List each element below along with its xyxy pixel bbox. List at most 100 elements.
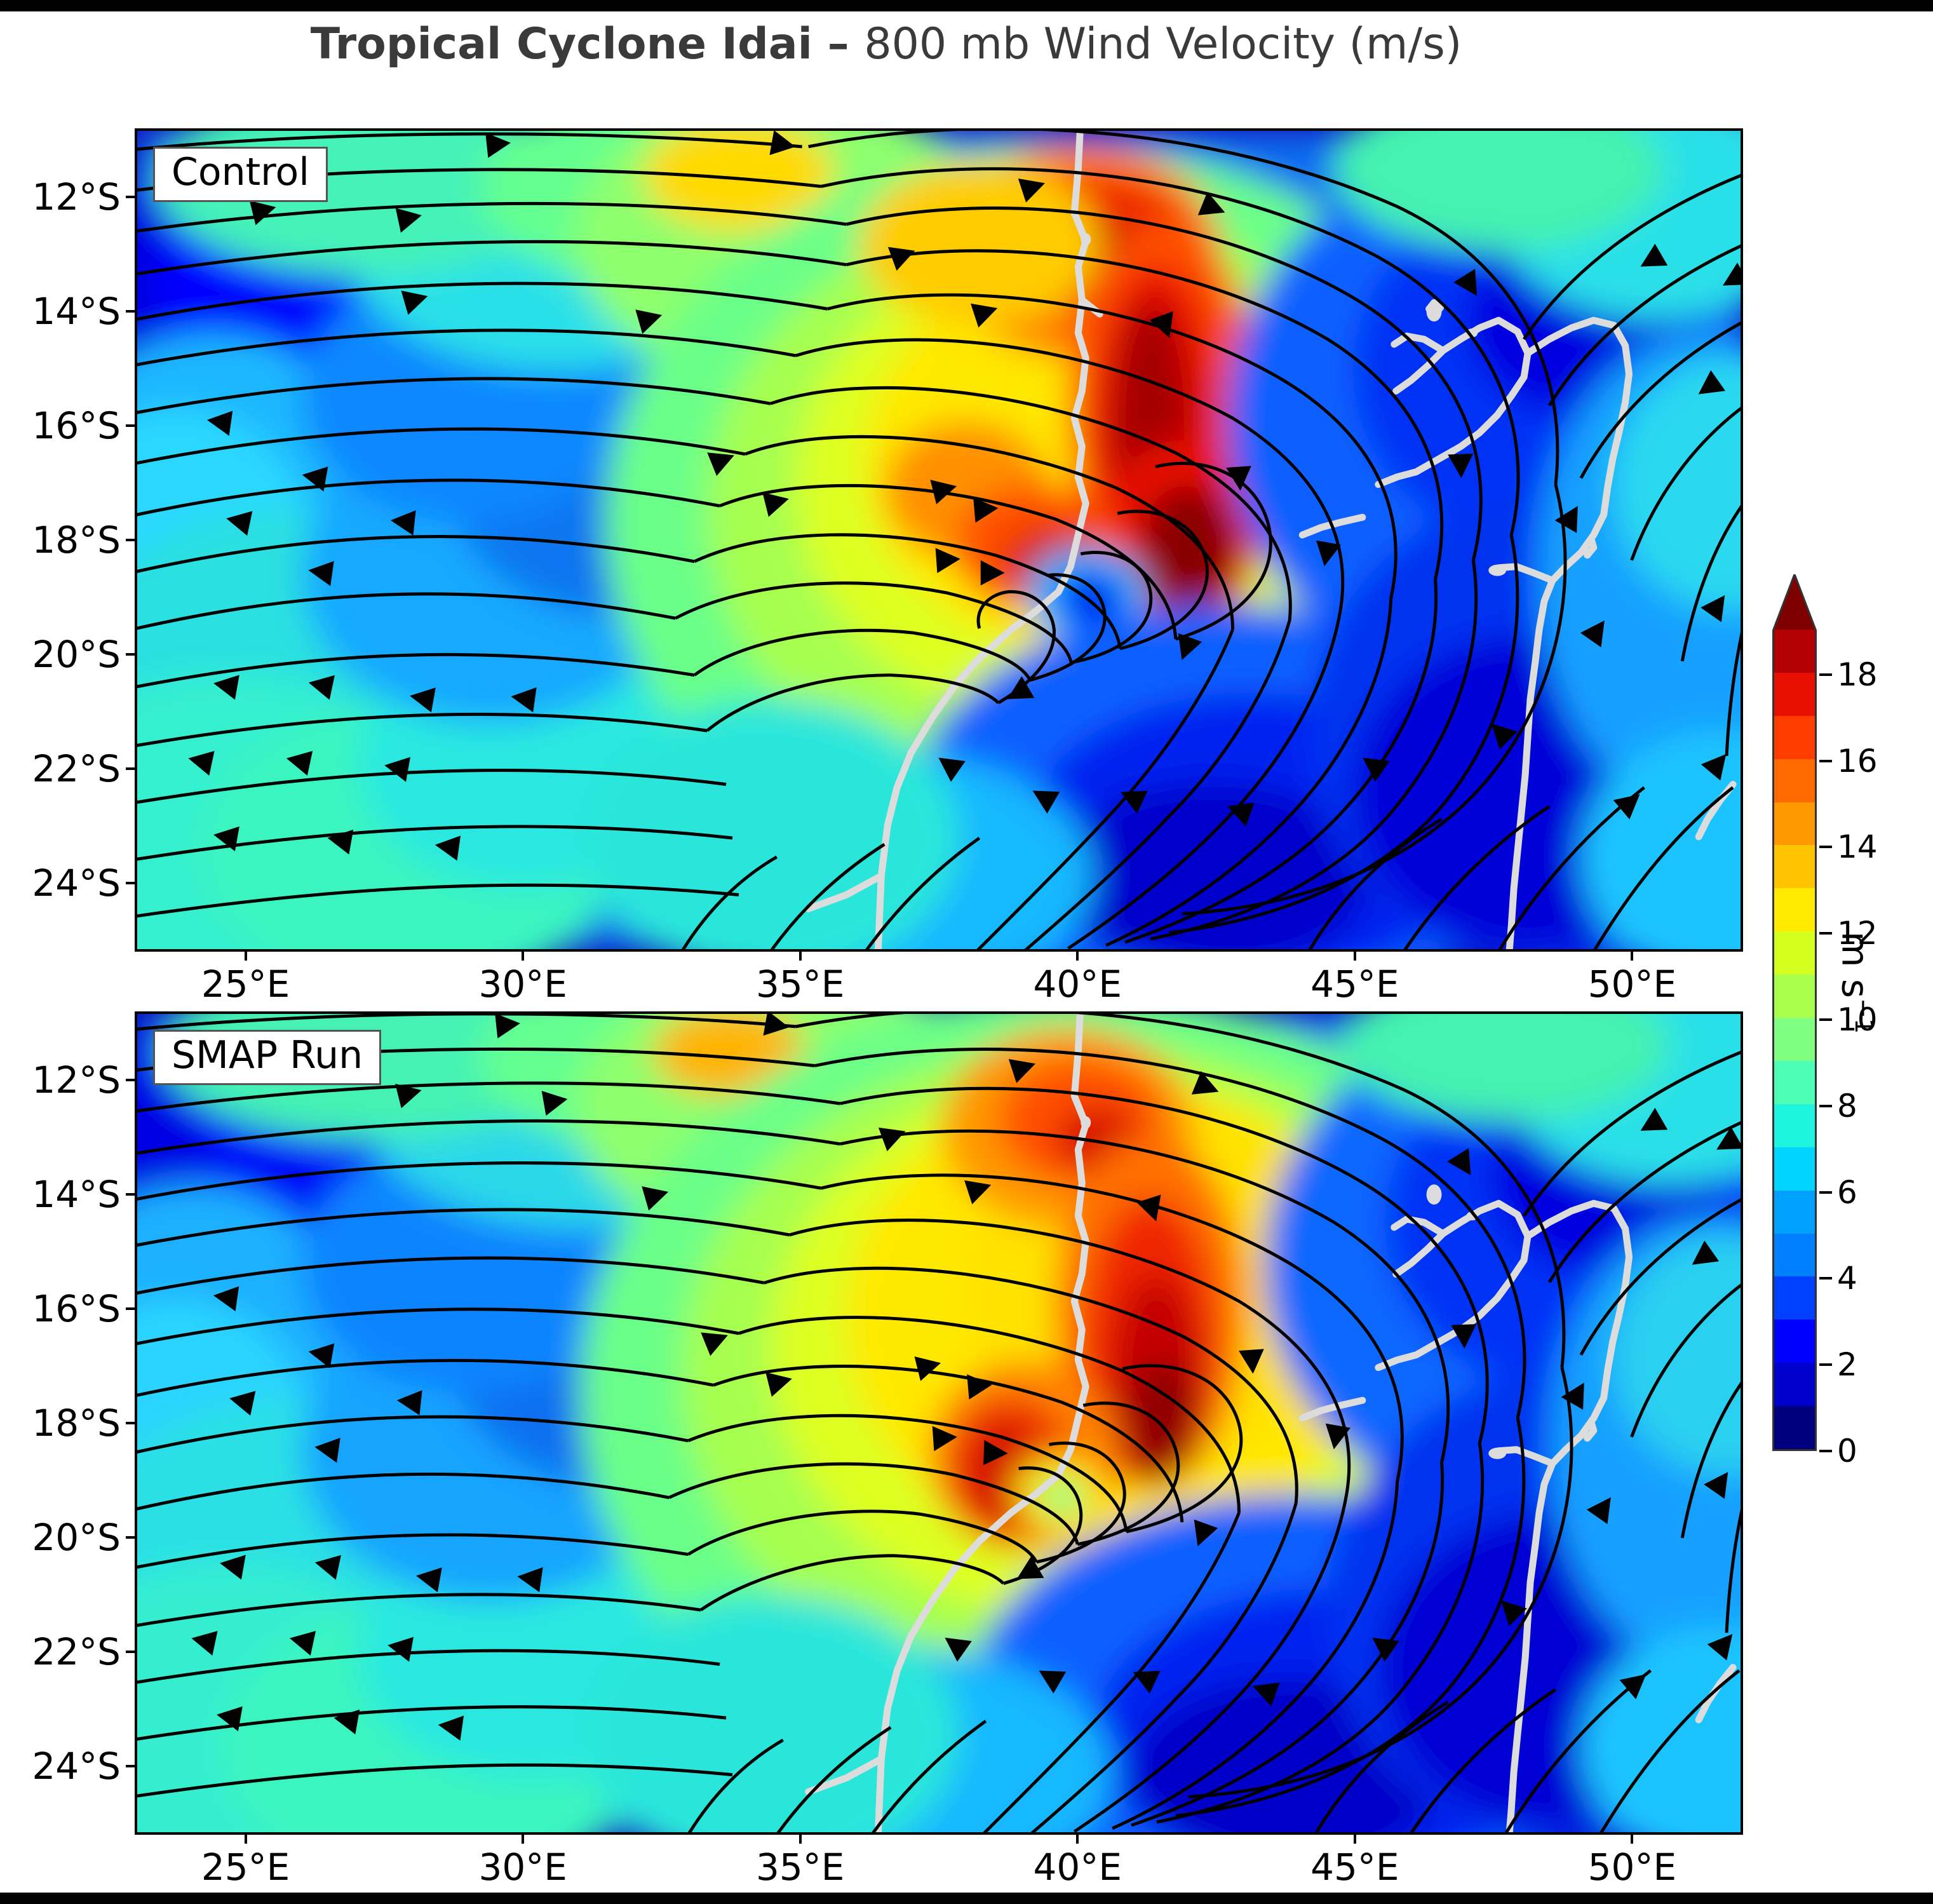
y-tick-mark: [126, 1765, 135, 1767]
y-tick-mark: [126, 1079, 135, 1081]
colorbar-segment: [1774, 1276, 1815, 1320]
y-tick-mark: [126, 196, 135, 198]
y-tick-label: 18°S: [32, 518, 121, 562]
colorbar-segment: [1774, 715, 1815, 759]
colorbar-tick-mark: [1819, 846, 1832, 849]
y-tick-label: 20°S: [32, 633, 121, 676]
x-tick-mark: [1353, 1835, 1356, 1844]
colorbar-extend-arrow: [1772, 574, 1817, 633]
y-tick-label: 16°S: [32, 404, 121, 447]
colorbar-segment: [1774, 1320, 1815, 1363]
x-tick-mark: [798, 1835, 802, 1844]
x-tick-mark: [1076, 952, 1079, 961]
x-tick-label: 25°E: [201, 962, 290, 1006]
colorbar-tick-mark: [1819, 1363, 1832, 1367]
x-tick-label: 50°E: [1587, 1846, 1677, 1889]
colorbar-tick-label: 16: [1837, 742, 1878, 780]
x-tick-mark: [798, 952, 802, 961]
colorbar-tick-mark: [1819, 673, 1832, 676]
y-tick-mark: [126, 767, 135, 770]
colorbar-segment: [1774, 845, 1815, 889]
smap-stream-arrowheads: [191, 1014, 1741, 1741]
colorbar-segment: [1774, 1060, 1815, 1104]
colorbar-tick-label: 10: [1837, 1001, 1878, 1039]
smap-wind-field: [137, 1014, 1741, 1832]
figure-title-normal: 800 mb Wind Velocity (m/s): [864, 19, 1462, 69]
control-wind-field: [137, 131, 1741, 949]
x-tick-label: 30°E: [478, 962, 567, 1006]
y-tick-label: 14°S: [32, 1173, 121, 1216]
top-letterbox-bar: [0, 0, 1933, 11]
colorbar-segment: [1774, 1406, 1815, 1449]
x-tick-mark: [1076, 1835, 1079, 1844]
colorbar-tick-mark: [1819, 1277, 1832, 1280]
colorbar[interactable]: 18 16 14 12 10 8 6 4 2 0 m s−1: [1771, 550, 1933, 1469]
y-tick-label: 20°S: [32, 1516, 121, 1559]
control-speed-contours: [137, 131, 1741, 949]
y-tick-mark: [126, 539, 135, 541]
y-tick-mark: [126, 653, 135, 656]
y-tick-label: 24°S: [32, 861, 121, 905]
x-tick-mark: [1631, 952, 1634, 961]
colorbar-tick-label: 18: [1837, 656, 1878, 693]
control-islands: [1081, 233, 1507, 576]
colorbar-tick-mark: [1819, 759, 1832, 762]
figure-title-bold: Tropical Cyclone Idai –: [310, 19, 865, 69]
y-tick-label: 16°S: [32, 1287, 121, 1330]
panel-smap-run[interactable]: SMAP Run: [135, 1011, 1743, 1835]
colorbar-segment: [1774, 1018, 1815, 1061]
y-tick-label: 22°S: [32, 1630, 121, 1673]
x-tick-mark: [1353, 952, 1356, 961]
colorbar-segment: [1774, 1190, 1815, 1234]
control-stream-arrowheads: [188, 131, 1741, 861]
colorbar-tick-label: 4: [1837, 1260, 1857, 1297]
colorbar-unit-exponent: −1: [1850, 998, 1878, 1034]
y-tick-label: 12°S: [32, 1058, 121, 1102]
y-tick-label: 18°S: [32, 1401, 121, 1445]
figure-title: Tropical Cyclone Idai – 800 mb Wind Velo…: [0, 19, 1772, 70]
control-streamlines: [137, 131, 1741, 949]
colorbar-tick-label: 6: [1837, 1173, 1857, 1211]
colorbar-tick-label: 2: [1837, 1346, 1857, 1384]
x-tick-label: 40°E: [1033, 962, 1122, 1006]
colorbar-tick-mark: [1819, 1450, 1832, 1452]
panel-label-smap-run: SMAP Run: [153, 1030, 382, 1085]
x-tick-label: 35°E: [755, 1846, 845, 1889]
colorbar-segment: [1774, 672, 1815, 716]
colorbar-segment: [1774, 630, 1815, 673]
colorbar-segment: [1774, 888, 1815, 932]
y-tick-mark: [126, 1193, 135, 1196]
y-tick-mark: [126, 1422, 135, 1424]
colorbar-tick-mark: [1819, 1018, 1832, 1022]
x-tick-label: 35°E: [755, 962, 845, 1006]
colorbar-gradient: [1772, 630, 1817, 1451]
y-tick-mark: [126, 310, 135, 313]
y-tick-mark: [126, 1536, 135, 1539]
colorbar-segment: [1774, 802, 1815, 846]
colorbar-tick-label: 12: [1837, 915, 1878, 952]
colorbar-tick-mark: [1819, 1191, 1832, 1194]
x-tick-label: 30°E: [478, 1846, 567, 1889]
colorbar-tick-label: 14: [1837, 828, 1878, 866]
y-tick-mark: [126, 1651, 135, 1653]
x-tick-label: 45°E: [1310, 962, 1399, 1006]
x-tick-label: 25°E: [201, 1846, 290, 1889]
colorbar-tick-label: 8: [1837, 1087, 1857, 1124]
smap-streamlines: [137, 1014, 1741, 1832]
colorbar-tick-mark: [1819, 932, 1832, 935]
colorbar-segment: [1774, 759, 1815, 802]
colorbar-unit-prefix: m s: [1833, 931, 1877, 999]
x-tick-mark: [244, 952, 247, 961]
colorbar-segment: [1774, 1363, 1815, 1407]
y-tick-label: 14°S: [32, 290, 121, 333]
x-tick-label: 45°E: [1310, 1846, 1399, 1889]
y-tick-mark: [126, 882, 135, 884]
x-tick-label: 40°E: [1033, 1846, 1122, 1889]
y-tick-label: 22°S: [32, 747, 121, 790]
x-tick-mark: [244, 1835, 247, 1844]
y-tick-label: 24°S: [32, 1745, 121, 1788]
y-tick-label: 12°S: [32, 175, 121, 219]
colorbar-segment: [1774, 1104, 1815, 1147]
panel-control[interactable]: Control: [135, 128, 1743, 952]
